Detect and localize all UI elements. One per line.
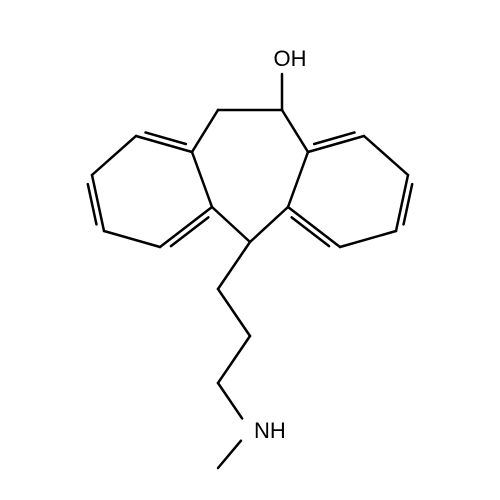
molecule-diagram: OH NH (0, 0, 500, 500)
atom-label: OH (274, 46, 307, 71)
atom-label: NH (254, 418, 286, 443)
